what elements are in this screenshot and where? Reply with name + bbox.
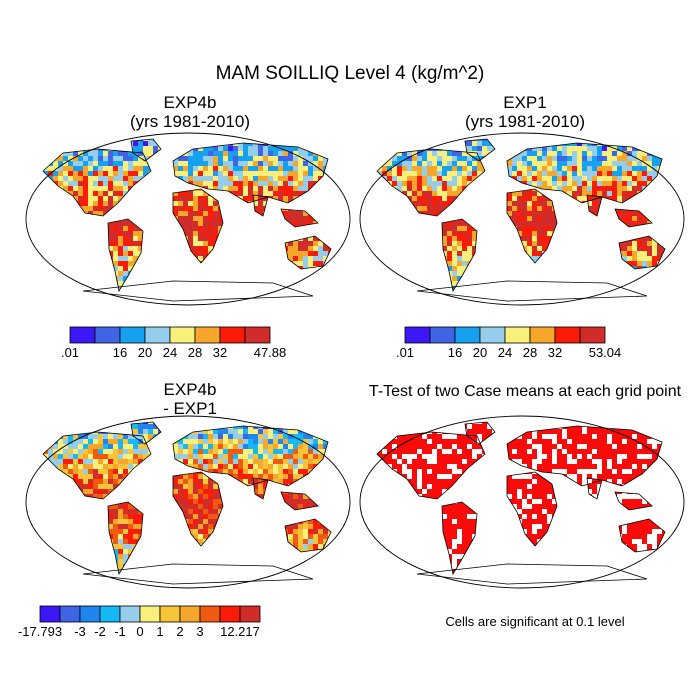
colorbar-swatch — [139, 605, 161, 623]
panel-title-ttest: T-Test of two Case means at each grid po… — [368, 383, 682, 400]
coastline-india — [586, 194, 603, 217]
coastline-eurasia — [506, 142, 663, 204]
coastline-greenland — [464, 421, 496, 445]
colorbar-tick-label: 16 — [448, 345, 462, 360]
coastline-india — [586, 477, 603, 500]
colorbar-tick-label: 47.88 — [254, 345, 287, 360]
colorbar-tick-label: 32 — [213, 345, 227, 360]
colorbar-tick-label: 28 — [188, 345, 202, 360]
colorbar-exp4b: .01 16 20 24 28 32 47.88 — [61, 326, 287, 360]
panel-subtitle-exp4b: (yrs 1981-2010) — [129, 112, 250, 131]
colorbar-tick-label: 32 — [548, 345, 562, 360]
coastline-greenland — [130, 421, 162, 445]
colorbar-diff: -17.793 -3 -2 -1 0 1 2 3 12.217 — [18, 605, 261, 639]
coastline-south-america — [441, 501, 478, 576]
map-exp4b — [25, 132, 351, 306]
colorbar-tick-label: 2 — [176, 624, 183, 639]
colorbar-swatch — [579, 326, 606, 344]
colorbar-tick-label: 24 — [498, 345, 512, 360]
colorbar-tick-label: 28 — [523, 345, 537, 360]
map-ttest — [359, 415, 685, 589]
colorbar-swatch — [219, 605, 241, 623]
map-border — [25, 132, 351, 306]
colorbar-tick-label: 0 — [136, 624, 143, 639]
map-border — [359, 132, 685, 306]
colorbar-swatch — [119, 326, 146, 344]
coastline-antarctica — [82, 280, 314, 302]
colorbar-swatch — [169, 326, 196, 344]
coastline-antarctica — [416, 563, 648, 585]
colorbar-swatch — [479, 326, 506, 344]
colorbar-swatch — [239, 605, 261, 623]
coastline-africa — [172, 188, 224, 264]
colorbar-swatch — [199, 605, 221, 623]
colorbar-swatch — [69, 326, 96, 344]
coastline-se-asia — [280, 208, 319, 228]
colorbar-swatch — [454, 326, 481, 344]
panel-title-exp1: EXP1 — [503, 93, 547, 112]
coastline-antarctica — [82, 563, 314, 585]
colorbar-swatch — [429, 326, 456, 344]
coastline-greenland — [130, 138, 162, 162]
map-diff — [25, 415, 351, 589]
colorbar-swatch — [39, 605, 61, 623]
coastline-eurasia — [172, 142, 329, 204]
map-border — [359, 415, 685, 589]
coastline-eurasia — [506, 425, 663, 487]
panel-subtitle-diff: - EXP1 — [163, 399, 217, 418]
colorbar-swatch — [529, 326, 556, 344]
colorbar-swatch — [59, 605, 81, 623]
coastline-india — [252, 477, 269, 500]
colorbar-tick-label: 12.217 — [220, 624, 260, 639]
colorbar-tick-label: 16 — [113, 345, 127, 360]
colorbar-swatch — [159, 605, 181, 623]
coastline-greenland — [464, 138, 496, 162]
colorbar-swatch — [219, 326, 246, 344]
coastline-south-america — [107, 218, 144, 293]
coastline-se-asia — [614, 491, 653, 511]
colorbar-tick-label: -17.793 — [18, 624, 62, 639]
coastline-south-america — [441, 218, 478, 293]
colorbar-tick-label: 3 — [196, 624, 203, 639]
figure-title: MAM SOILLIQ Level 4 (kg/m^2) — [215, 63, 485, 84]
map-exp1 — [359, 132, 685, 306]
coastline-africa — [506, 188, 558, 264]
coastline-africa — [506, 471, 558, 547]
colorbar-swatch — [179, 605, 201, 623]
colorbar-tick-label: 53.04 — [589, 345, 622, 360]
footnote: Cells are significant at 0.1 level — [445, 614, 625, 629]
colorbar-tick-label: 1 — [156, 624, 163, 639]
coastline-se-asia — [280, 491, 319, 511]
colorbar-tick-label: 24 — [163, 345, 177, 360]
coastline-se-asia — [614, 208, 653, 228]
coastline-south-america — [107, 501, 144, 576]
panel-title-exp4b: EXP4b — [163, 93, 217, 112]
coastline-eurasia — [172, 425, 329, 487]
coastline-africa — [172, 471, 224, 547]
colorbar-swatch — [79, 605, 101, 623]
colorbar-swatch — [244, 326, 271, 344]
colorbar-tick-label: 20 — [138, 345, 152, 360]
colorbar-swatch — [119, 605, 141, 623]
colorbar-swatch — [144, 326, 171, 344]
colorbar-tick-label: .01 — [61, 345, 79, 360]
panel-title-diff: EXP4b — [163, 380, 217, 399]
colorbar-swatch — [504, 326, 531, 344]
coastline-antarctica — [416, 280, 648, 302]
panel-subtitle-exp1: (yrs 1981-2010) — [464, 112, 585, 131]
colorbar-tick-label: -2 — [94, 624, 106, 639]
colorbar-swatch — [99, 605, 121, 623]
colorbar-tick-label: -3 — [74, 624, 86, 639]
colorbar-exp1: .01 16 20 24 28 32 53.04 — [396, 326, 622, 360]
colorbar-tick-label: 20 — [473, 345, 487, 360]
colorbar-swatch — [94, 326, 121, 344]
colorbar-swatch — [554, 326, 581, 344]
colorbar-swatch — [194, 326, 221, 344]
map-border — [25, 415, 351, 589]
coastline-india — [252, 194, 269, 217]
colorbar-tick-label: .01 — [396, 345, 414, 360]
colorbar-tick-label: -1 — [114, 624, 126, 639]
colorbar-swatch — [404, 326, 431, 344]
